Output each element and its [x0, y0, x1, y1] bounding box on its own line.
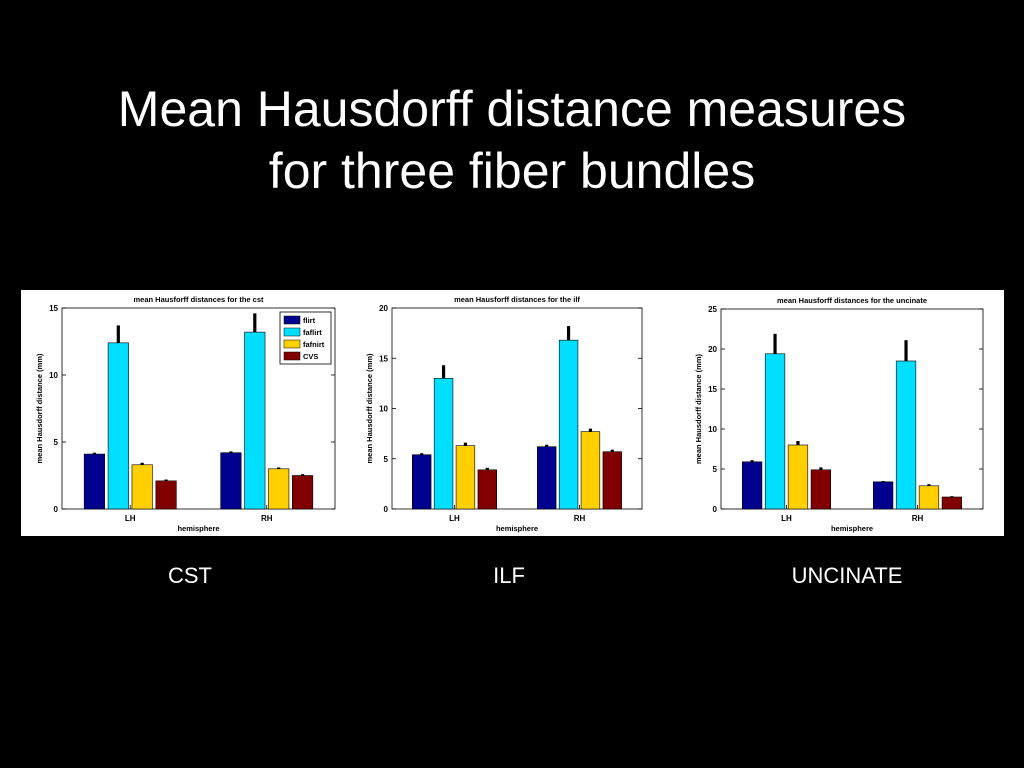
- chart-title: mean Hausforff distances for the cst: [133, 295, 264, 304]
- bar-fafnirt-lh: [131, 464, 153, 510]
- error-bar-fafnirt-lh: [463, 442, 468, 446]
- y-axis-label: mean Hausdorff distance (mm): [35, 353, 44, 464]
- error-bar-flirt-lh: [92, 452, 97, 455]
- bar-flirt-lh: [83, 453, 105, 510]
- y-tick-label: 10: [379, 405, 388, 414]
- bar-flirt-rh: [872, 481, 894, 510]
- x-tick-label: LH: [125, 514, 136, 523]
- bar-faflirt-lh: [433, 378, 454, 510]
- bar-faflirt-lh: [764, 353, 786, 510]
- error-bar-flirt-rh: [229, 451, 233, 453]
- bar-faflirt-lh: [107, 342, 129, 510]
- bar-fafnirt-lh: [455, 445, 476, 510]
- error-bar-fafnirt-lh: [140, 462, 144, 465]
- y-tick-label: 25: [708, 305, 717, 314]
- legend-label-faflirt: faflirt: [303, 328, 322, 337]
- x-tick-label: RH: [574, 514, 586, 523]
- y-tick-label: 5: [384, 455, 389, 464]
- y-axis-label: mean Hausdorff distance (mm): [694, 353, 703, 464]
- y-tick-label: 0: [384, 505, 389, 514]
- y-tick-label: 10: [708, 425, 717, 434]
- chart-title: mean Hausforff distances for the ilf: [454, 295, 580, 304]
- bar-faflirt-rh: [895, 360, 917, 510]
- y-tick-label: 20: [708, 345, 717, 354]
- slide-title-line-1: Mean Hausdorff distance measures: [117, 81, 907, 137]
- legend-swatch-flirt: [283, 315, 301, 325]
- x-tick-label: LH: [449, 514, 460, 523]
- plot-area-frame: [391, 307, 643, 510]
- error-bar-fafnirt-rh: [277, 467, 281, 469]
- bar-flirt-lh: [412, 454, 432, 510]
- bar-flirt-lh: [741, 461, 763, 510]
- bar-flirt-rh: [537, 446, 557, 510]
- legend-swatch-faflirt: [283, 327, 301, 337]
- legend-label-fafnirt: fafnirt: [303, 340, 325, 349]
- error-bar-fafnirt-lh: [796, 441, 800, 445]
- bar-cvs-lh: [477, 469, 497, 510]
- y-tick-label: 10: [49, 371, 58, 380]
- bar-fafnirt-rh: [918, 485, 940, 510]
- caption-ilf: ILF: [493, 563, 525, 588]
- bar-fafnirt-lh: [787, 444, 809, 510]
- y-tick-label: 5: [54, 438, 59, 447]
- bar-cvs-rh: [602, 451, 622, 510]
- error-bar-faflirt-rh: [253, 313, 257, 333]
- legend-swatch-cvs: [283, 351, 301, 361]
- error-bar-faflirt-rh: [904, 340, 908, 361]
- error-bar-flirt-rh: [545, 444, 549, 447]
- error-bar-fafnirt-rh: [927, 484, 931, 486]
- bar-cvs-lh: [155, 480, 177, 510]
- y-tick-label: 5: [713, 465, 718, 474]
- y-axis-label: mean Hausdorff distance (mm): [365, 353, 374, 464]
- legend-label-flirt: flirt: [303, 316, 316, 325]
- bar-fafnirt-rh: [268, 468, 290, 510]
- error-bar-cvs-lh: [485, 467, 489, 470]
- error-bar-cvs-lh: [819, 467, 823, 470]
- caption-uncinate: UNCINATE: [791, 563, 903, 588]
- slide-title-line-2: for three fiber bundles: [268, 143, 756, 199]
- error-bar-faflirt-lh: [773, 333, 777, 354]
- bar-cvs-rh: [292, 475, 314, 510]
- legend-label-cvs: CVS: [303, 352, 318, 361]
- chart-title: mean Hausforff distances for the uncinat…: [777, 296, 927, 305]
- y-tick-label: 15: [708, 385, 717, 394]
- error-bar-flirt-lh: [750, 460, 754, 462]
- slide-title: Mean Hausdorff distance measures for thr…: [0, 78, 1024, 202]
- error-bar-cvs-rh: [300, 474, 305, 476]
- x-axis-label: hemisphere: [177, 524, 219, 533]
- y-tick-label: 15: [379, 354, 388, 363]
- error-bar-flirt-lh: [420, 453, 424, 455]
- x-tick-label: RH: [912, 514, 924, 523]
- error-bar-faflirt-lh: [441, 365, 446, 379]
- y-tick-label: 0: [54, 505, 59, 514]
- caption-cst: CST: [168, 563, 212, 588]
- x-axis-label: hemisphere: [831, 524, 873, 533]
- legend-swatch-fafnirt: [283, 339, 301, 349]
- x-tick-label: LH: [781, 514, 792, 523]
- error-bar-fafnirt-rh: [588, 428, 593, 432]
- error-bar-cvs-rh: [950, 496, 954, 498]
- y-tick-label: 20: [379, 304, 388, 313]
- bar-flirt-rh: [220, 452, 242, 510]
- bar-faflirt-rh: [244, 331, 266, 510]
- figure-panel: mean Hausforff distances for the cst 0 5 10…: [21, 290, 1004, 536]
- bar-cvs-rh: [941, 496, 963, 510]
- x-axis-label: hemisphere: [496, 524, 538, 533]
- error-bar-flirt-rh: [881, 481, 885, 483]
- x-tick-label: RH: [261, 514, 273, 523]
- y-tick-label: 0: [713, 505, 718, 514]
- error-bar-cvs-lh: [164, 479, 168, 482]
- bar-cvs-lh: [810, 469, 832, 510]
- error-bar-faflirt-lh: [116, 325, 120, 343]
- y-tick-label: 15: [49, 304, 58, 313]
- error-bar-faflirt-rh: [566, 326, 571, 341]
- charts-figure: mean Hausforff distances for the cst 0 5 10…: [35, 295, 984, 533]
- error-bar-cvs-rh: [610, 449, 614, 452]
- bar-fafnirt-rh: [580, 431, 601, 510]
- bar-faflirt-rh: [558, 339, 579, 510]
- plot-area-frame: [720, 308, 984, 510]
